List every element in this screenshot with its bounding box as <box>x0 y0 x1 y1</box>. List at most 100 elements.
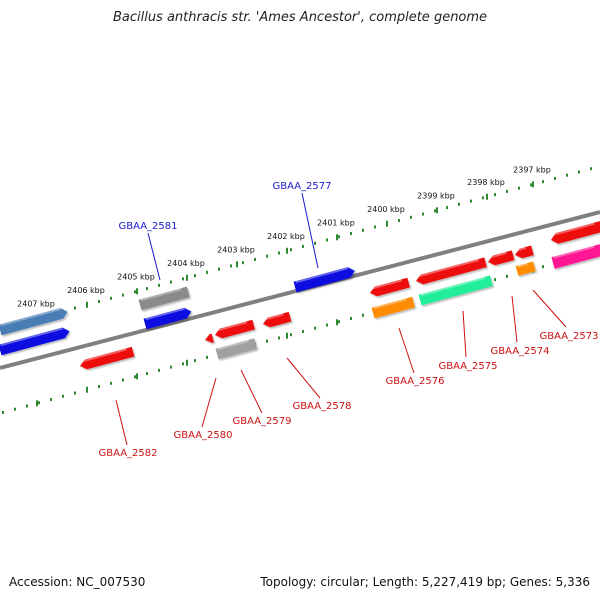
inner-ruler-dot <box>122 378 124 382</box>
map-title: Bacillus anthracis str. 'Ames Ancestor',… <box>112 10 488 25</box>
outer-ruler <box>2 167 592 329</box>
gene-label-gbaa-2579[interactable]: GBAA_2579 <box>232 416 291 427</box>
inner-ruler-dot <box>266 339 268 343</box>
outer-ruler-dot <box>74 306 76 310</box>
gene-labels: GBAA_2581GBAA_2577GBAA_2582GBAA_2580GBAA… <box>98 181 598 459</box>
feature-small-red <box>205 333 214 343</box>
inner-ruler-dot <box>62 394 64 398</box>
gene-label-gbaa-2578[interactable]: GBAA_2578 <box>292 401 351 412</box>
inner-ruler-dot <box>134 375 136 379</box>
inner-ruler <box>2 252 592 414</box>
outer-ruler-dot <box>206 270 208 274</box>
outer-ruler-dot <box>170 280 172 284</box>
outer-ruler-dot <box>374 225 376 229</box>
major-tick <box>186 274 188 281</box>
outer-ruler-dot <box>554 176 556 180</box>
outer-ruler-dot <box>182 277 184 281</box>
outer-ruler-dot <box>470 199 472 203</box>
inner-ruler-dot <box>146 372 148 376</box>
gene-label-gbaa-2582[interactable]: GBAA_2582 <box>98 448 157 459</box>
gene-label-gbaa-2573[interactable]: GBAA_2573 <box>539 331 598 342</box>
outer-ruler-dot <box>518 186 520 190</box>
kbp-label: 2402 kbp <box>267 232 305 241</box>
feature-blue-left <box>0 327 70 356</box>
outer-ruler-dot <box>434 209 436 213</box>
leader-line <box>286 357 321 399</box>
kbp-label: 2398 kbp <box>467 178 505 187</box>
gene-label-gbaa-2576[interactable]: GBAA_2576 <box>385 376 444 387</box>
feature-gbaa-2575 <box>418 275 493 306</box>
outer-ruler-dot <box>410 215 412 219</box>
inner-ruler-dot <box>110 381 112 385</box>
kbp-label: 2403 kbp <box>217 245 255 254</box>
major-tick <box>386 220 388 227</box>
leader-line <box>301 192 319 269</box>
outer-ruler-dot <box>422 212 424 216</box>
inner-ruler-dot <box>494 278 496 282</box>
outer-ruler-dot <box>398 219 400 223</box>
gene-label-gbaa-2577[interactable]: GBAA_2577 <box>272 181 331 192</box>
feature-red-top <box>551 221 600 244</box>
inner-ruler-dot <box>158 368 160 372</box>
feature-gbaa-2580 <box>215 319 255 339</box>
leader-line <box>147 232 161 281</box>
feature-steelblue <box>0 308 68 336</box>
kbp-labels: 2407 kbp 2406 kbp 2405 kbp 2404 kbp 2403 kbp… <box>17 165 551 308</box>
outer-ruler-dot <box>158 283 160 287</box>
outer-ruler-dot <box>134 290 136 294</box>
feature-red-small2 <box>515 245 534 259</box>
kbp-label: 2407 kbp <box>17 299 55 308</box>
kbp-label: 2400 kbp <box>367 205 405 214</box>
major-tick <box>532 181 534 188</box>
feature-gbaa-2579 <box>215 338 258 360</box>
inner-major-tick <box>286 332 288 339</box>
kbp-label: 2406 kbp <box>67 286 105 295</box>
gene-label-gbaa-2580[interactable]: GBAA_2580 <box>173 430 232 441</box>
outer-ruler-dot <box>230 264 232 268</box>
major-tick <box>236 261 238 268</box>
feature-gbaa-2574 <box>515 261 536 276</box>
feature-red-long <box>416 257 487 285</box>
outer-ruler-dot <box>290 248 292 252</box>
outer-ruler-dot <box>362 228 364 232</box>
inner-ruler-dot <box>338 320 340 324</box>
inner-ruler-dot <box>326 323 328 327</box>
kbp-label: 2404 kbp <box>167 259 205 268</box>
leader-line <box>115 399 128 446</box>
feature-gbaa-2582 <box>80 346 135 370</box>
feature-gbaa-2573 <box>551 244 600 269</box>
inner-ruler-dot <box>278 336 280 340</box>
gene-label-gbaa-2581[interactable]: GBAA_2581 <box>118 221 177 232</box>
inner-ruler-dot <box>26 404 28 408</box>
inner-ruler-dot <box>14 407 16 411</box>
inner-ruler-dot <box>98 385 100 389</box>
gene-label-gbaa-2574[interactable]: GBAA_2574 <box>490 346 549 357</box>
kbp-label: 2401 kbp <box>317 218 355 227</box>
inner-ruler-dot <box>314 326 316 330</box>
outer-ruler-dot <box>110 296 112 300</box>
feature-gbaa-2578 <box>263 311 292 328</box>
summary-text: Topology: circular; Length: 5,227,419 bp… <box>260 575 590 589</box>
inner-ruler-dot <box>542 265 544 269</box>
feature-blue-mid <box>143 307 192 330</box>
outer-ruler-dot <box>542 180 544 184</box>
outer-ruler-dot <box>338 235 340 239</box>
inner-ruler-dot <box>182 362 184 366</box>
major-tick <box>136 288 138 295</box>
gene-label-gbaa-2575[interactable]: GBAA_2575 <box>438 361 497 372</box>
inner-ruler-dot <box>38 401 40 405</box>
outer-ruler-dot <box>458 202 460 206</box>
inner-ruler-dot <box>206 355 208 359</box>
outer-ruler-dot <box>530 183 532 187</box>
outer-ruler-dot <box>98 300 100 304</box>
inner-ruler-dot <box>170 365 172 369</box>
outer-ruler-dot <box>350 232 352 235</box>
label-leaders <box>115 192 567 446</box>
outer-ruler-dot <box>326 238 328 242</box>
kbp-label: 2397 kbp <box>513 165 551 174</box>
inner-ruler-dot <box>362 313 364 317</box>
leader-line <box>398 327 415 374</box>
inner-major-tick <box>336 319 338 326</box>
outer-ruler-dot <box>242 261 244 265</box>
